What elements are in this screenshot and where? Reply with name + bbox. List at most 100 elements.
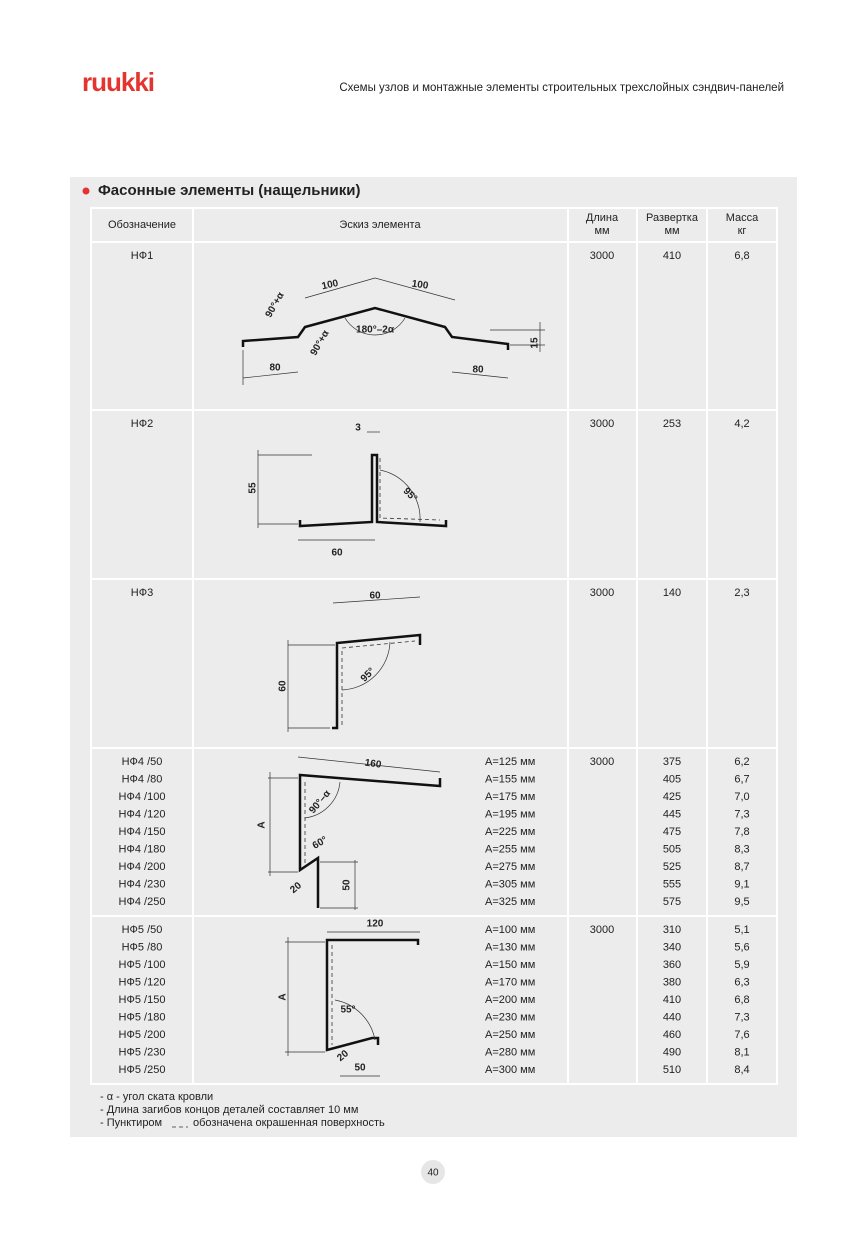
table-grid bbox=[90, 207, 778, 1085]
mass: 2,3 bbox=[734, 587, 749, 599]
mass: 5,6 bbox=[734, 941, 749, 953]
mass: 8,4 bbox=[734, 1064, 749, 1076]
a-value: A=130 мм bbox=[485, 941, 535, 953]
length: 3000 bbox=[590, 587, 614, 599]
development: 410 bbox=[663, 250, 681, 262]
sketch-label: 180°–2α bbox=[356, 325, 395, 336]
column-header: Развертка bbox=[646, 212, 699, 224]
development: 380 bbox=[663, 976, 681, 988]
development: 425 bbox=[663, 791, 681, 803]
a-value: A=325 мм bbox=[485, 896, 535, 908]
designation: НФ5 /150 bbox=[119, 994, 166, 1006]
note: - α - угол ската кровли bbox=[100, 1091, 213, 1103]
development: 405 bbox=[663, 773, 681, 785]
mass: 7,8 bbox=[734, 826, 749, 838]
mass: 6,8 bbox=[734, 994, 749, 1006]
development: 460 bbox=[663, 1029, 681, 1041]
column-unit: мм bbox=[664, 225, 679, 237]
length: 3000 bbox=[590, 250, 614, 262]
a-value: A=280 мм bbox=[485, 1046, 535, 1058]
a-value: A=155 мм bbox=[485, 773, 535, 785]
sketch-label: 80 bbox=[472, 365, 484, 376]
mass: 5,9 bbox=[734, 959, 749, 971]
a-value: A=230 мм bbox=[485, 1011, 535, 1023]
designation: НФ4 /230 bbox=[119, 878, 166, 890]
designation: НФ5 /250 bbox=[119, 1064, 166, 1076]
mass: 4,2 bbox=[734, 418, 749, 430]
mass: 5,1 bbox=[734, 924, 749, 936]
a-value: A=150 мм bbox=[485, 959, 535, 971]
designation: НФ4 /80 bbox=[122, 773, 163, 785]
mass: 6,7 bbox=[734, 773, 749, 785]
sketch-label: 50 bbox=[342, 879, 353, 891]
mass: 8,3 bbox=[734, 843, 749, 855]
designation: НФ5 /50 bbox=[122, 924, 163, 936]
development: 510 bbox=[663, 1064, 681, 1076]
sketch-label: 60 bbox=[278, 680, 289, 692]
development: 310 bbox=[663, 924, 681, 936]
mass: 9,1 bbox=[734, 878, 749, 890]
section-title: Фасонные элементы (нащельники) bbox=[98, 182, 360, 199]
sketch-label: 55 bbox=[248, 482, 259, 494]
development: 490 bbox=[663, 1046, 681, 1058]
designation: НФ4 /180 bbox=[119, 843, 166, 855]
designation: НФ2 bbox=[131, 418, 153, 430]
designation: НФ4 /50 bbox=[122, 756, 163, 768]
sketch-label: 160 bbox=[364, 758, 382, 771]
sketch-label: 3 bbox=[355, 423, 361, 434]
sketch-label: A bbox=[257, 821, 268, 828]
designation: НФ5 /120 bbox=[119, 976, 166, 988]
mass: 8,1 bbox=[734, 1046, 749, 1058]
a-value: A=255 мм bbox=[485, 843, 535, 855]
note: - Пунктиром bbox=[100, 1117, 162, 1129]
note: - Длина загибов концов деталей составляе… bbox=[100, 1104, 358, 1116]
column-header: Масса bbox=[726, 212, 759, 224]
sketch-label: 50 bbox=[354, 1063, 366, 1074]
mass: 7,3 bbox=[734, 1011, 749, 1023]
development: 525 bbox=[663, 861, 681, 873]
development: 253 bbox=[663, 418, 681, 430]
a-value: A=305 мм bbox=[485, 878, 535, 890]
development: 575 bbox=[663, 896, 681, 908]
sketch-label: 120 bbox=[367, 919, 384, 930]
a-value: A=200 мм bbox=[485, 994, 535, 1006]
sketches bbox=[241, 277, 545, 1077]
development: 360 bbox=[663, 959, 681, 971]
column-header: Обозначение bbox=[108, 219, 176, 231]
a-value: A=125 мм bbox=[485, 756, 535, 768]
sketch-label: 15 bbox=[530, 337, 541, 349]
designation: НФ4 /100 bbox=[119, 791, 166, 803]
mass: 6,8 bbox=[734, 250, 749, 262]
a-value: A=250 мм bbox=[485, 1029, 535, 1041]
designation: НФ5 /80 bbox=[122, 941, 163, 953]
sketch-label: 60 bbox=[331, 548, 343, 559]
mass: 7,3 bbox=[734, 808, 749, 820]
designation: НФ4 /150 bbox=[119, 826, 166, 838]
designation: НФ5 /100 bbox=[119, 959, 166, 971]
column-unit: кг bbox=[738, 225, 747, 237]
a-value: A=195 мм bbox=[485, 808, 535, 820]
designation: НФ3 bbox=[131, 587, 153, 599]
designation: НФ4 /250 bbox=[119, 896, 166, 908]
a-value: A=275 мм bbox=[485, 861, 535, 873]
page-badge bbox=[421, 1160, 445, 1184]
length: 3000 bbox=[590, 924, 614, 936]
note: обозначена окрашенная поверхность bbox=[193, 1117, 385, 1129]
designation: НФ4 /120 bbox=[119, 808, 166, 820]
column-header: Эскиз элемента bbox=[339, 219, 421, 231]
bullet bbox=[82, 187, 90, 195]
development: 475 bbox=[663, 826, 681, 838]
sketch-label: A bbox=[278, 993, 289, 1000]
development: 555 bbox=[663, 878, 681, 890]
designation: НФ4 /200 bbox=[119, 861, 166, 873]
sketch-label: 100 bbox=[321, 278, 340, 292]
development: 445 bbox=[663, 808, 681, 820]
panel bbox=[70, 177, 797, 1137]
development: 505 bbox=[663, 843, 681, 855]
designation: НФ5 /200 bbox=[119, 1029, 166, 1041]
designation: НФ5 /230 bbox=[119, 1046, 166, 1058]
header-title: Схемы узлов и монтажные элементы строите… bbox=[339, 82, 784, 94]
development: 140 bbox=[663, 587, 681, 599]
designation: НФ1 bbox=[131, 250, 153, 262]
